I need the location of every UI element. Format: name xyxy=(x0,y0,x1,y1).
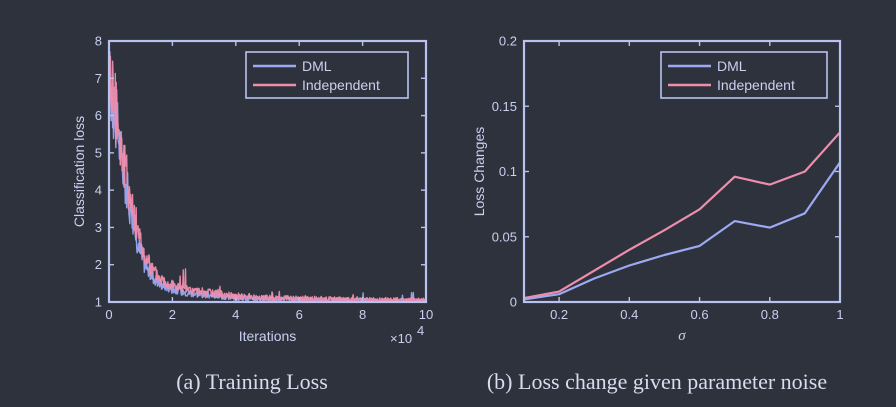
x-tick-label: 4 xyxy=(232,307,239,322)
y-tick-label: 0 xyxy=(510,295,517,310)
x-axis-multiplier-exponent: 4 xyxy=(417,323,424,338)
x-tick-label: 0 xyxy=(105,307,112,322)
chart-b-loss-change: 0.2 0.4 0.6 0.8 1 0 0.05 0.1 0.15 0.2 σ Loss Change… xyxy=(471,34,844,345)
legend-box xyxy=(660,51,828,99)
y-tick-label: 0.15 xyxy=(492,99,517,114)
y-tick-label: 1 xyxy=(95,295,102,310)
y-tick-label: 2 xyxy=(95,257,102,272)
legend-box xyxy=(245,51,409,99)
y-axis-label: Classification loss xyxy=(71,116,87,227)
chart-a-training-loss: 0 2 4 6 8 1012345678IterationsClassification … xyxy=(71,34,433,347)
y-tick-label: 4 xyxy=(95,183,102,198)
x-tick-label: 1 xyxy=(836,307,843,322)
caption-a: (a) Training Loss xyxy=(176,369,328,394)
x-tick-label: 10 xyxy=(419,307,433,322)
x-tick-label: 0.4 xyxy=(620,307,638,322)
y-tick-label: 5 xyxy=(95,145,102,160)
y-tick-label: 3 xyxy=(95,220,102,235)
y-tick-label: 6 xyxy=(95,108,102,123)
legend-label-independent: Independent xyxy=(717,77,795,93)
x-axis-label: σ xyxy=(678,328,686,344)
legend-label-dml: DML xyxy=(302,58,332,74)
y-tick-label: 0.2 xyxy=(499,34,517,49)
x-tick-label: 0.6 xyxy=(691,307,709,322)
axes-frame xyxy=(107,39,428,304)
caption-b: (b) Loss change given parameter noise xyxy=(487,369,827,394)
legend-label-dml: DML xyxy=(717,58,747,74)
y-tick-label: 7 xyxy=(95,71,102,86)
y-tick-label: 0.05 xyxy=(492,229,517,244)
x-tick-label: 2 xyxy=(169,307,176,322)
y-axis-label: Loss Changes xyxy=(471,127,487,217)
legend-label-independent: Independent xyxy=(302,77,380,93)
x-tick-label: 0.2 xyxy=(550,307,568,322)
y-tick-label: 8 xyxy=(95,34,102,49)
series-line-independent xyxy=(523,131,841,300)
x-tick-label: 8 xyxy=(359,307,366,322)
x-tick-label: 0.8 xyxy=(761,307,779,322)
x-axis-label: Iterations xyxy=(239,328,297,344)
y-tick-label: 0.1 xyxy=(499,164,517,179)
series-line-dml xyxy=(523,161,841,301)
x-axis-multiplier: ×10 xyxy=(390,331,412,346)
x-tick-label: 6 xyxy=(296,307,303,322)
series-line-independent xyxy=(108,55,427,303)
